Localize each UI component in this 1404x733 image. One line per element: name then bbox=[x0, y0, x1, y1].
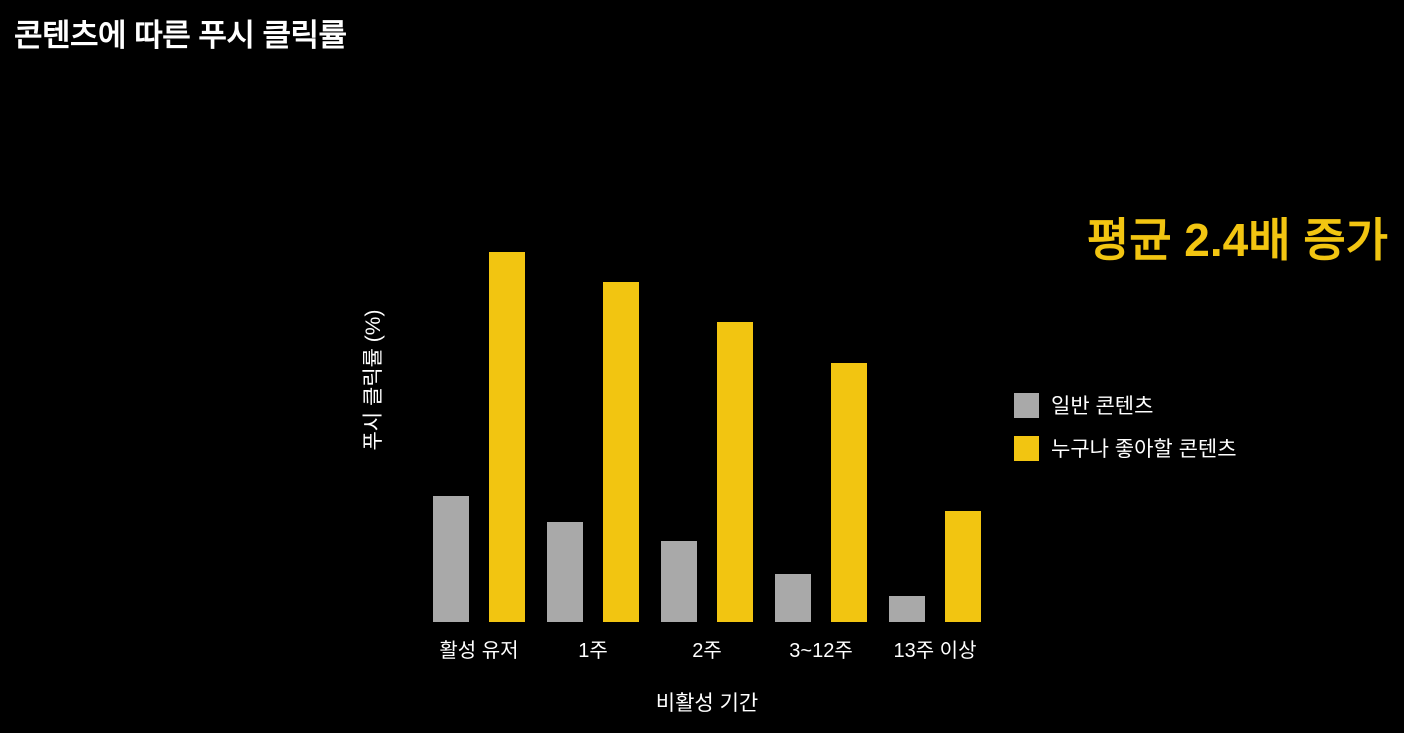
bar-favorite-2 bbox=[717, 322, 753, 622]
bar-general-2 bbox=[661, 541, 697, 622]
bar-group bbox=[889, 511, 981, 622]
bar-general-1 bbox=[547, 522, 583, 622]
y-axis-label: 푸시 클릭률 (%) bbox=[362, 309, 385, 451]
legend-swatch-favorite bbox=[1014, 435, 1039, 461]
bar-favorite-4 bbox=[945, 511, 981, 622]
bar-general-4 bbox=[889, 596, 925, 622]
x-tick: 2주 bbox=[692, 640, 722, 662]
bar-group bbox=[433, 252, 525, 622]
legend-swatch-general bbox=[1014, 392, 1039, 418]
bar-favorite-0 bbox=[489, 252, 525, 622]
bar-group bbox=[775, 363, 867, 622]
bar-group bbox=[661, 322, 753, 622]
headline-annotation: 평균 2.4배 증가 bbox=[1086, 214, 1388, 266]
legend-item-general: 일반 콘텐츠 bbox=[1014, 390, 1237, 420]
bar-general-3 bbox=[775, 574, 811, 622]
plot-area bbox=[433, 252, 981, 622]
x-tick: 활성 유저 bbox=[439, 640, 519, 662]
x-axis-label: 비활성 기간 bbox=[655, 692, 759, 715]
legend: 일반 콘텐츠 누구나 좋아할 콘텐츠 bbox=[1014, 390, 1237, 463]
bar-favorite-1 bbox=[603, 282, 639, 622]
bar-favorite-3 bbox=[831, 363, 867, 622]
bar-chart: 활성 유저 1주 2주 3~12주 13주 이상 비활성 기간 bbox=[433, 252, 981, 717]
bar-group bbox=[547, 282, 639, 622]
page-title: 콘텐츠에 따른 푸시 클릭률 bbox=[14, 18, 347, 53]
legend-label-favorite: 누구나 좋아할 콘텐츠 bbox=[1051, 438, 1237, 461]
legend-item-favorite: 누구나 좋아할 콘텐츠 bbox=[1014, 433, 1237, 463]
x-tick: 1주 bbox=[578, 640, 608, 662]
legend-label-general: 일반 콘텐츠 bbox=[1051, 395, 1154, 418]
x-tick: 13주 이상 bbox=[893, 640, 977, 662]
bar-general-0 bbox=[433, 496, 469, 622]
x-tick: 3~12주 bbox=[789, 640, 853, 662]
x-axis-ticks: 활성 유저 1주 2주 3~12주 13주 이상 bbox=[433, 634, 981, 663]
